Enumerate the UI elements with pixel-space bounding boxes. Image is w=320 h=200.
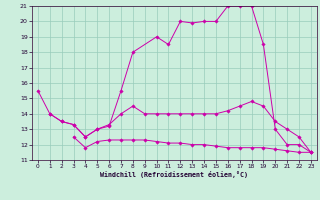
X-axis label: Windchill (Refroidissement éolien,°C): Windchill (Refroidissement éolien,°C) (100, 171, 248, 178)
